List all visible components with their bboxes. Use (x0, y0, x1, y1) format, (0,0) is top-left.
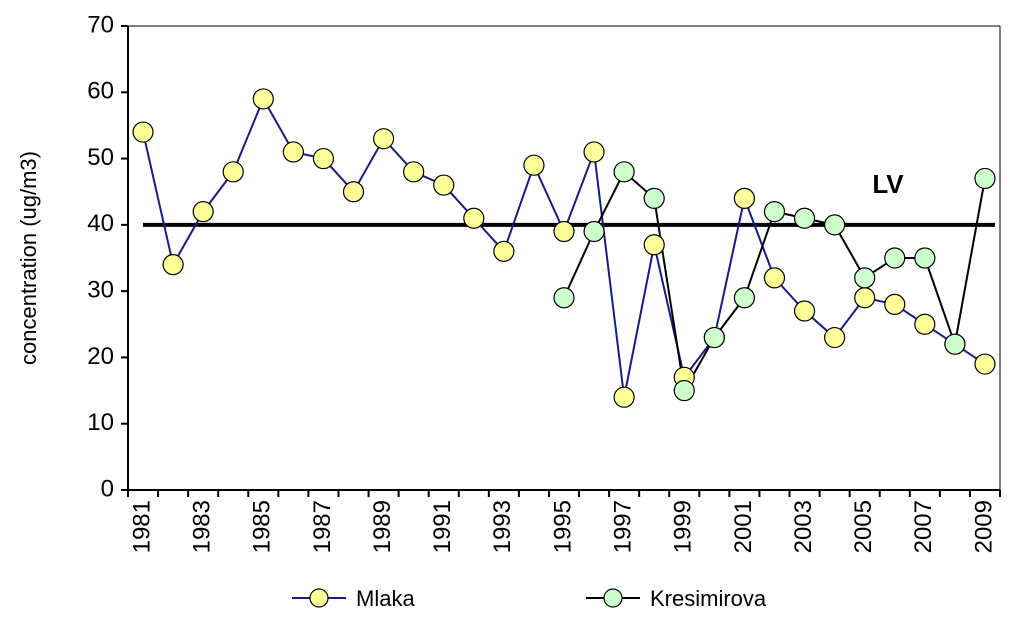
data-point (854, 267, 876, 289)
x-tick-label: 2005 (850, 500, 877, 553)
data-point (342, 181, 365, 203)
reference-label: LV (872, 169, 904, 199)
x-tick-label: 2009 (970, 500, 997, 553)
data-point (192, 201, 214, 223)
data-point (583, 220, 605, 243)
data-point (673, 379, 695, 402)
data-point (553, 287, 575, 309)
y-tick-label: 40 (87, 210, 114, 237)
data-point (854, 287, 876, 309)
data-point (132, 121, 154, 143)
x-tick-label: 2003 (790, 500, 817, 553)
x-tick-label: 1997 (609, 500, 636, 553)
x-tick-label: 1995 (549, 500, 576, 553)
y-tick-label: 50 (87, 144, 114, 171)
x-tick-label: 1991 (429, 500, 456, 553)
y-tick-label: 20 (87, 343, 114, 370)
data-point (403, 161, 425, 183)
data-point (974, 353, 996, 375)
data-point (372, 128, 395, 150)
legend-marker (603, 588, 623, 608)
legend-marker (309, 588, 329, 608)
y-tick-label: 60 (87, 78, 114, 105)
data-point (763, 201, 786, 223)
data-point (824, 326, 846, 349)
data-point (222, 161, 244, 183)
y-tick-label: 30 (87, 276, 114, 303)
data-point (493, 240, 515, 262)
data-point (433, 174, 455, 196)
data-point (884, 247, 906, 269)
data-point (252, 88, 274, 110)
data-point (703, 326, 725, 349)
data-point (884, 293, 906, 315)
data-point (643, 234, 665, 256)
data-point (733, 287, 756, 309)
data-point (162, 254, 184, 276)
data-point (282, 141, 304, 163)
y-tick-label: 70 (87, 11, 114, 38)
x-tick-label: 1981 (128, 500, 155, 553)
data-point (553, 220, 575, 243)
data-point (793, 207, 816, 229)
x-tick-label: 1999 (670, 500, 697, 553)
legend-label: Mlaka (356, 586, 415, 611)
data-point (824, 214, 846, 236)
data-point (763, 267, 786, 289)
data-point (583, 141, 605, 163)
y-axis-label: concentration (ug/m3) (16, 151, 41, 365)
data-point (974, 167, 996, 190)
x-tick-label: 2001 (730, 500, 757, 553)
data-point (733, 187, 756, 209)
data-point (312, 147, 335, 170)
y-tick-label: 0 (101, 475, 114, 502)
legend-label: Kresimirova (650, 586, 767, 611)
data-point (944, 333, 966, 355)
x-tick-label: 1983 (189, 500, 216, 553)
x-tick-label: 1985 (249, 500, 276, 553)
data-point (643, 187, 665, 209)
y-tick-label: 10 (87, 409, 114, 436)
data-point (523, 154, 545, 176)
x-tick-label: 1987 (309, 500, 336, 553)
x-tick-label: 2007 (910, 500, 937, 553)
data-point (793, 300, 816, 322)
data-point (613, 161, 635, 183)
data-point (463, 207, 485, 229)
x-tick-label: 1993 (489, 500, 516, 553)
data-point (914, 247, 936, 269)
data-point (613, 386, 635, 408)
x-tick-label: 1989 (369, 500, 396, 553)
data-point (914, 313, 936, 335)
